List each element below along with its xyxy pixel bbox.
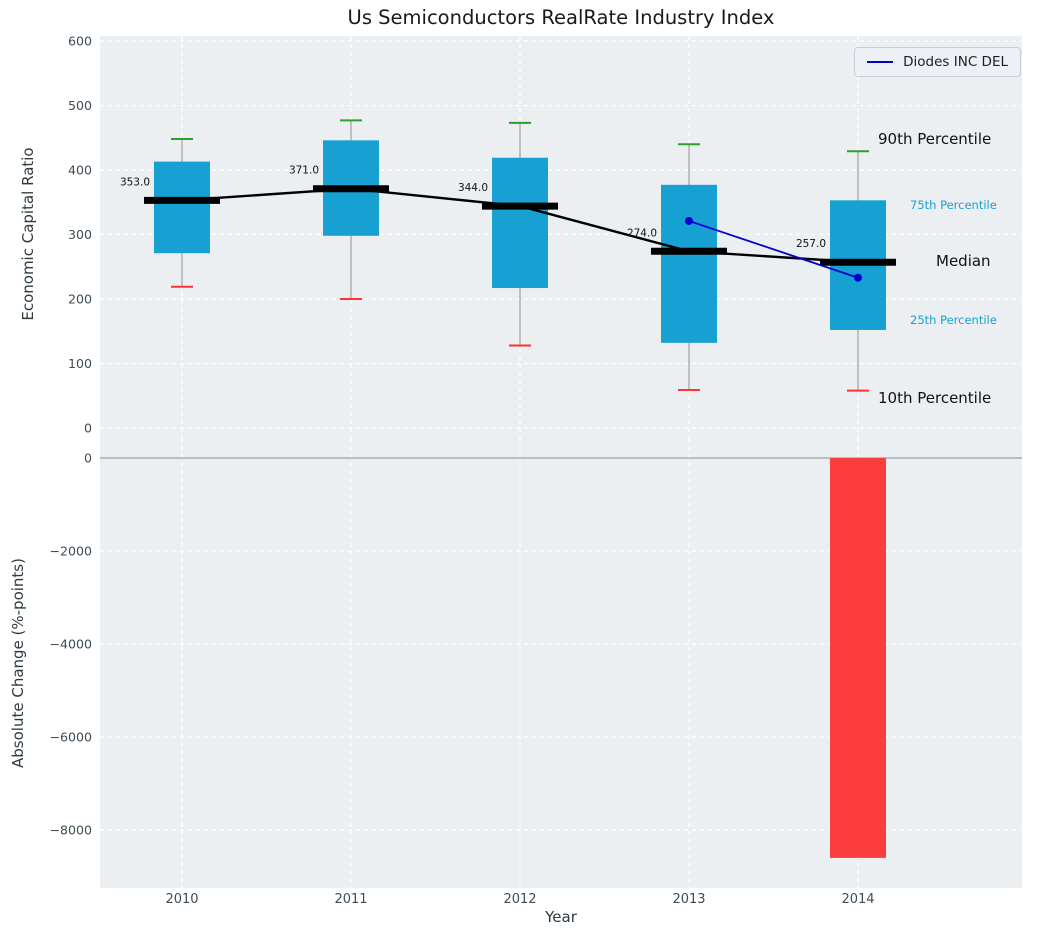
y-axis-label-bottom: Absolute Change (%-points) — [9, 558, 27, 768]
annotation-90th-percentile: 90th Percentile — [878, 130, 992, 148]
x-tick-label: 2012 — [503, 892, 536, 907]
y-tick-label: 100 — [68, 356, 92, 371]
x-tick-label: 2011 — [334, 892, 367, 907]
legend-line-sample — [867, 61, 894, 63]
x-tick-label: 2013 — [672, 892, 705, 907]
annotation-10th-percentile: 10th Percentile — [878, 389, 992, 407]
company-series-line — [688, 220, 859, 279]
y-tick-label: 500 — [68, 98, 92, 113]
y-tick-label: 200 — [68, 292, 92, 307]
annotation-75th-percentile: 75th Percentile — [910, 198, 997, 212]
iqr-box — [154, 161, 210, 254]
company-series-point — [854, 273, 862, 282]
annotation-25th-percentile: 25th Percentile — [910, 313, 997, 327]
iqr-box — [492, 157, 548, 289]
median-value-label: 274.0 — [627, 227, 657, 239]
x-tick-label: 2014 — [841, 892, 874, 907]
median-value-label: 344.0 — [458, 182, 488, 194]
y-tick-label: 0 — [84, 451, 92, 466]
y-tick-label: 0 — [84, 421, 92, 436]
change-bar — [830, 458, 886, 858]
median-value-label: 257.0 — [796, 238, 826, 250]
legend-entry-label: Diodes INC DEL — [903, 54, 1008, 70]
y-tick-label: −4000 — [49, 637, 92, 652]
y-tick-label: 300 — [68, 227, 92, 242]
y-axis-label-top: Economic Capital Ratio — [19, 147, 37, 321]
y-tick-label: −2000 — [49, 544, 92, 559]
annotation-median: Median — [936, 252, 991, 270]
x-tick-label: 2010 — [165, 892, 198, 907]
x-axis-label: Year — [545, 908, 577, 926]
median-value-label: 353.0 — [120, 176, 150, 188]
y-tick-label: 400 — [68, 163, 92, 178]
iqr-box — [661, 184, 717, 343]
legend: Diodes INC DEL — [854, 47, 1021, 77]
median-value-label: 371.0 — [289, 165, 319, 177]
y-tick-label: −6000 — [49, 730, 92, 745]
y-tick-label: −8000 — [49, 823, 92, 838]
y-tick-label: 600 — [68, 34, 92, 49]
company-series-point — [685, 216, 693, 225]
chart-title: Us Semiconductors RealRate Industry Inde… — [347, 6, 775, 29]
